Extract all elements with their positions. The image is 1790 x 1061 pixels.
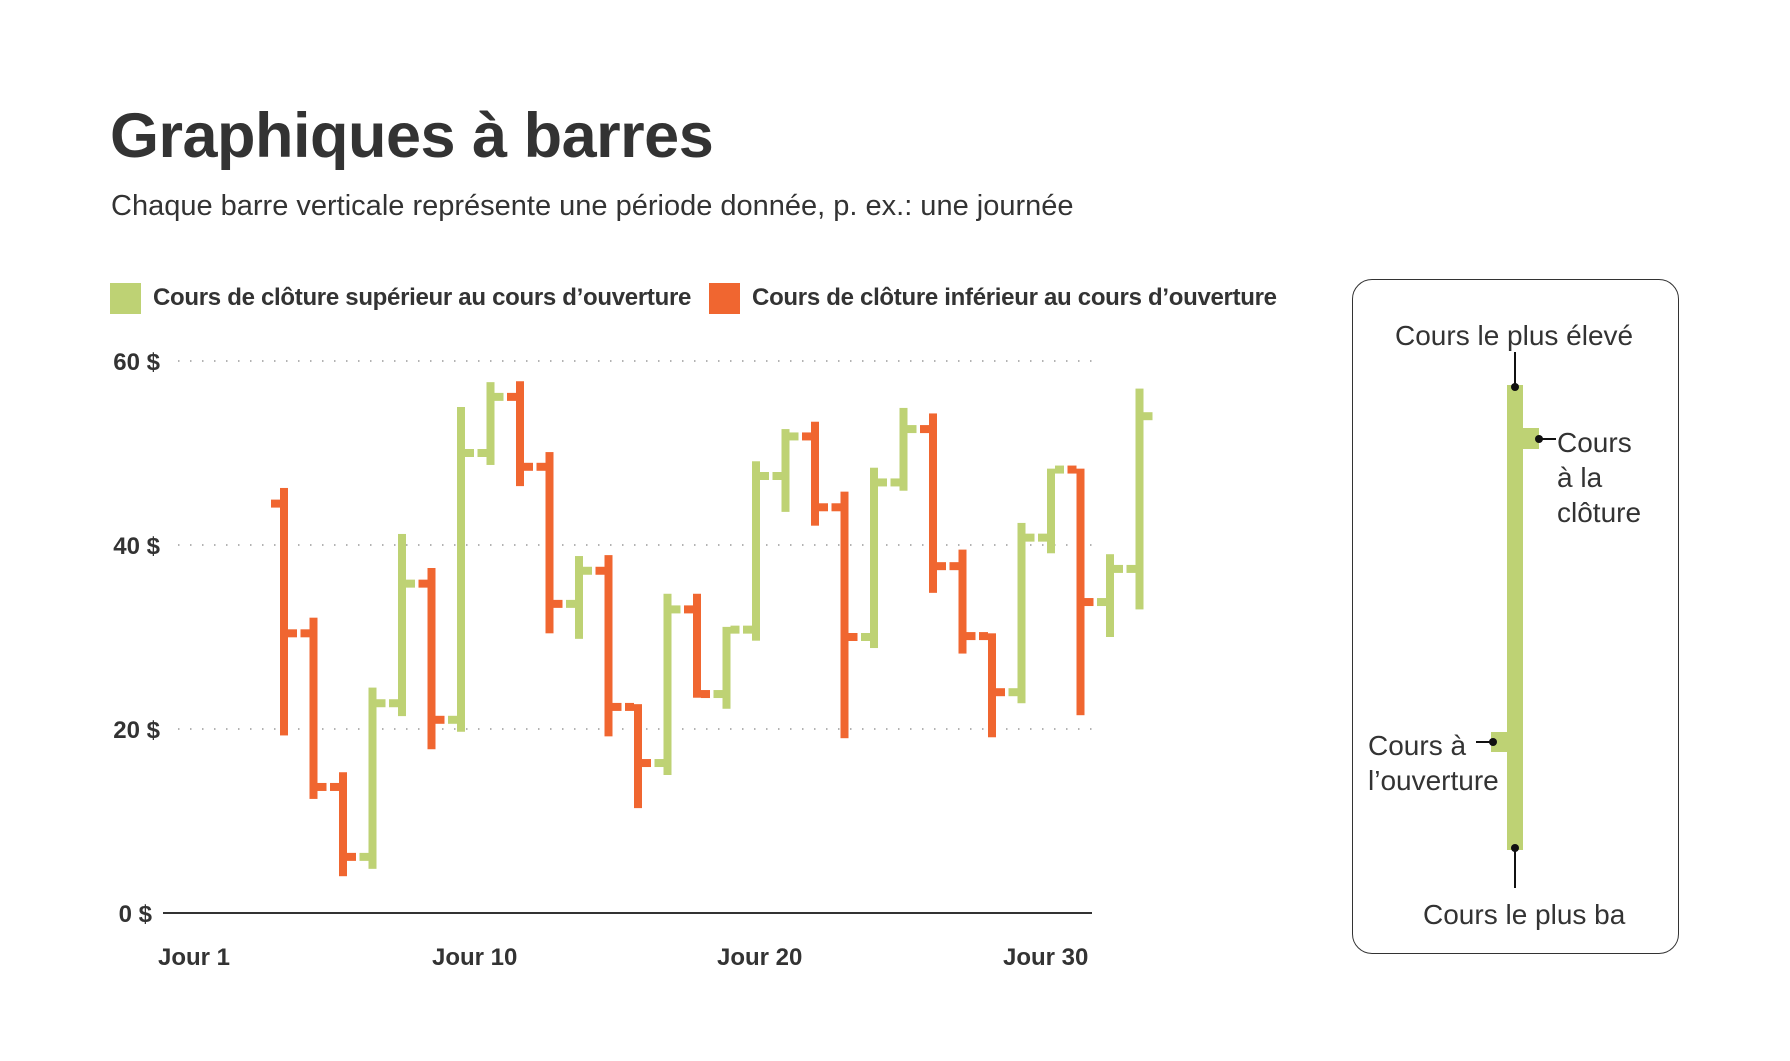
close-marker-icon <box>1535 435 1543 443</box>
ohlc-bar <box>949 549 976 654</box>
ohlc-bar <box>389 533 415 717</box>
ohlc-bar <box>359 687 386 869</box>
ohlc-bar <box>713 625 740 709</box>
ohlc-bar <box>595 555 622 737</box>
ohlc-bar <box>831 491 858 739</box>
key-close-label-1: Cours <box>1557 427 1632 458</box>
legend-label-down: Cours de clôture inférieur au cours d’ou… <box>752 284 1277 311</box>
ohlc-bar <box>920 413 946 593</box>
ohlc-bars <box>271 381 1153 877</box>
ohlc-bar <box>507 381 533 487</box>
open-marker-icon <box>1489 738 1497 746</box>
ohlc-bar <box>861 467 887 649</box>
x-tick-label: Jour 30 <box>1003 944 1088 971</box>
chart-legend: Cours de clôture supérieur au cours d’ou… <box>110 282 1295 314</box>
legend-item-up: Cours de clôture supérieur au cours d’ou… <box>110 282 692 314</box>
key-example-bar <box>1476 352 1556 888</box>
ohlc-bar <box>684 593 710 699</box>
ohlc-bar <box>300 617 327 799</box>
ohlc-bar <box>1097 554 1123 637</box>
ohlc-bar <box>1008 522 1035 704</box>
key-open-label-2: l’ouverture <box>1368 765 1499 796</box>
ohlc-bar <box>743 461 769 641</box>
high-marker-icon <box>1511 383 1519 391</box>
legend-label-up: Cours de clôture supérieur au cours d’ou… <box>153 284 692 311</box>
x-tick-label: Jour 20 <box>717 944 802 971</box>
legend-item-down: Cours de clôture inférieur au cours d’ou… <box>709 282 1277 314</box>
ohlc-bar <box>536 452 563 634</box>
key-high-label: Cours le plus élevé <box>1395 320 1633 351</box>
key-close-label-2: à la <box>1557 462 1603 493</box>
x-tick-label: Jour 10 <box>432 944 517 971</box>
page-title: Graphiques à barres <box>110 101 714 171</box>
ohlc-bar <box>1126 388 1153 610</box>
key-open-label-1: Cours à <box>1368 730 1466 761</box>
ohlc-bar <box>802 421 828 526</box>
y-tick-label: 20 $ <box>113 717 160 744</box>
ohlc-bar <box>448 407 474 732</box>
ohlc-bar <box>1038 465 1064 554</box>
page-subtitle: Chaque barre verticale représente une pé… <box>111 190 1074 222</box>
ohlc-bar <box>625 702 651 809</box>
explanation-key-box <box>1352 279 1679 954</box>
y-tick-label: 40 $ <box>113 533 160 560</box>
ohlc-bar <box>654 593 681 775</box>
legend-swatch-green-icon <box>110 282 141 314</box>
low-marker-icon <box>1511 844 1519 852</box>
ohlc-bar <box>772 429 799 512</box>
key-low-label: Cours le plus ba <box>1423 899 1626 930</box>
ohlc-bar <box>1067 465 1094 716</box>
y-axis-labels: 0 $ 20 $ 40 $ 60 $ <box>113 349 160 928</box>
ohlc-bar <box>271 487 297 736</box>
x-axis-labels: Jour 1 Jour 10 Jour 20 Jour 30 <box>158 944 1088 971</box>
legend-swatch-orange-icon <box>709 282 741 314</box>
ohlc-bar <box>890 407 917 491</box>
y-tick-label: 0 $ <box>119 901 153 928</box>
ohlc-bar <box>477 382 504 465</box>
ohlc-bar <box>330 772 356 877</box>
ohlc-bar <box>979 632 1005 738</box>
ohlc-bar <box>566 556 592 639</box>
key-close-label-3: clôture <box>1557 497 1641 528</box>
ohlc-bar <box>418 568 445 750</box>
x-tick-label: Jour 1 <box>158 944 230 971</box>
y-tick-label: 60 $ <box>113 349 160 376</box>
